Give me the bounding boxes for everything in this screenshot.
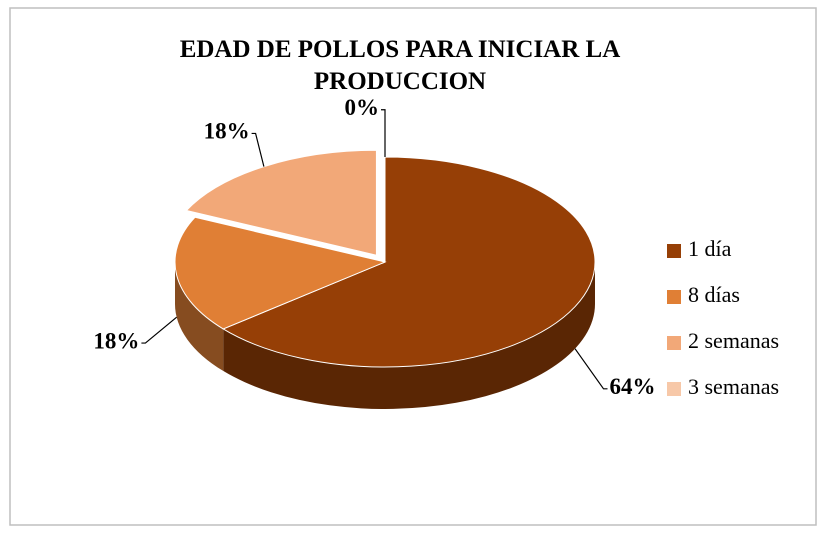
data-label: 18%	[204, 119, 250, 144]
pie-slice-side	[175, 262, 224, 371]
legend-swatch	[667, 290, 681, 304]
legend-label: 1 día	[688, 236, 732, 261]
pie-slice-side	[223, 262, 596, 410]
leader-line	[574, 348, 608, 390]
legend-label: 3 semanas	[688, 374, 779, 399]
pie-slice	[222, 156, 596, 368]
legend-swatch	[667, 336, 681, 350]
legend-swatch	[667, 382, 681, 396]
data-label: 64%	[610, 374, 656, 399]
pie-slice	[174, 216, 387, 330]
legend-label: 8 días	[688, 282, 740, 307]
legend-swatch	[667, 244, 681, 258]
data-label: 0%	[345, 95, 380, 120]
leader-line	[251, 132, 265, 167]
leader-line	[141, 316, 178, 344]
data-label: 18%	[93, 328, 139, 353]
leader-line	[381, 109, 386, 157]
legend-label: 2 semanas	[688, 328, 779, 353]
chart-title: EDAD DE POLLOS PARA INICIAR LA PRODUCCIO…	[179, 36, 621, 95]
